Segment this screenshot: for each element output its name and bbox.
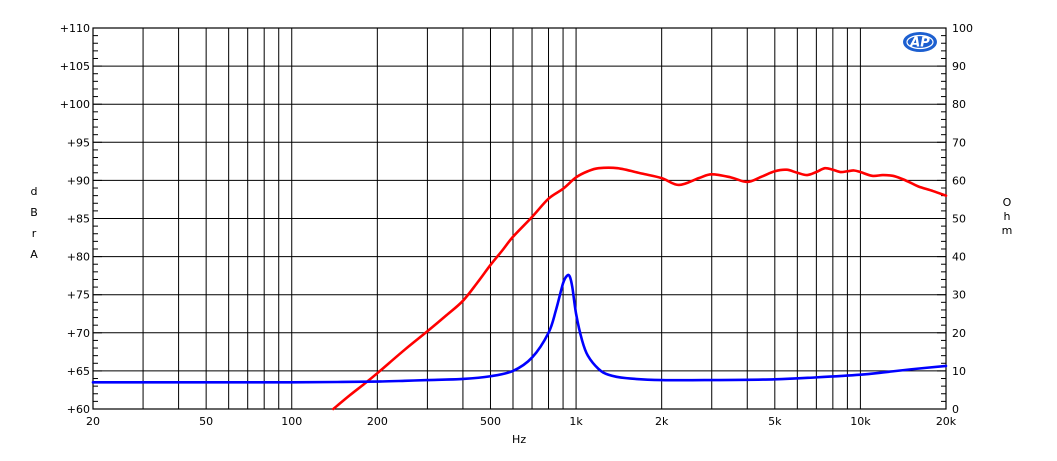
left-axis-title-letter: B — [30, 206, 38, 219]
ap-logo-ring — [906, 34, 934, 50]
left-axis-title-letter: A — [30, 248, 38, 261]
x-tick-label: 100 — [281, 415, 302, 428]
x-tick-label: 10k — [850, 415, 871, 428]
x-tick-label: 500 — [480, 415, 501, 428]
left-axis-title-letter: d — [31, 185, 38, 198]
x-axis-title: Hz — [512, 433, 526, 446]
right-tick-label: 40 — [952, 251, 966, 264]
x-tick-label: 5k — [768, 415, 782, 428]
left-axis-title-letter: r — [32, 227, 37, 240]
plot-frame — [92, 27, 947, 410]
left-tick-label: +75 — [67, 289, 90, 302]
x-tick-label: 1k — [569, 415, 583, 428]
right-tick-label: 50 — [952, 213, 966, 226]
right-tick-label: 0 — [952, 403, 959, 416]
left-tick-label: +110 — [60, 22, 90, 35]
right-tick-label: 80 — [952, 98, 966, 111]
right-tick-label: 90 — [952, 60, 966, 73]
x-tick-label: 20 — [86, 415, 100, 428]
right-axis-title-letter: m — [1002, 224, 1013, 237]
right-axis-title-letter: h — [1004, 210, 1011, 223]
left-tick-label: +60 — [67, 403, 90, 416]
series-layer — [91, 166, 948, 411]
left-tick-label: +85 — [67, 213, 90, 226]
left-tick-label: +65 — [67, 365, 90, 378]
right-tick-label: 30 — [952, 289, 966, 302]
x-tick-label: 20k — [936, 415, 957, 428]
left-tick-label: +80 — [67, 251, 90, 264]
left-tick-label: +105 — [60, 60, 90, 73]
ap-logo-mark: AP — [909, 36, 930, 51]
right-tick-label: 100 — [952, 22, 973, 35]
left-tick-label: +70 — [67, 327, 90, 340]
spl-curve — [331, 166, 948, 411]
left-tick-label: +90 — [67, 174, 90, 187]
major-gridlines — [93, 28, 946, 409]
right-tick-label: 20 — [952, 327, 966, 340]
right-tick-label: 10 — [952, 365, 966, 378]
x-tick-label: 200 — [367, 415, 388, 428]
left-tick-label: +100 — [60, 98, 90, 111]
x-tick-label: 2k — [655, 415, 669, 428]
axis-tick-marks — [93, 27, 946, 410]
labels-layer: +60 +65 +70 +75 +80 +85 +90 +95 +100 +105 +110 0 10 2… — [30, 22, 1012, 446]
right-tick-label: 60 — [952, 174, 966, 187]
x-tick-label: 50 — [199, 415, 213, 428]
right-axis-title-letter: O — [1003, 196, 1012, 209]
right-tick-label: 70 — [952, 136, 966, 149]
left-tick-label: +95 — [67, 136, 90, 149]
impedance-curve — [91, 273, 948, 384]
ap-logo: AP — [903, 32, 937, 52]
